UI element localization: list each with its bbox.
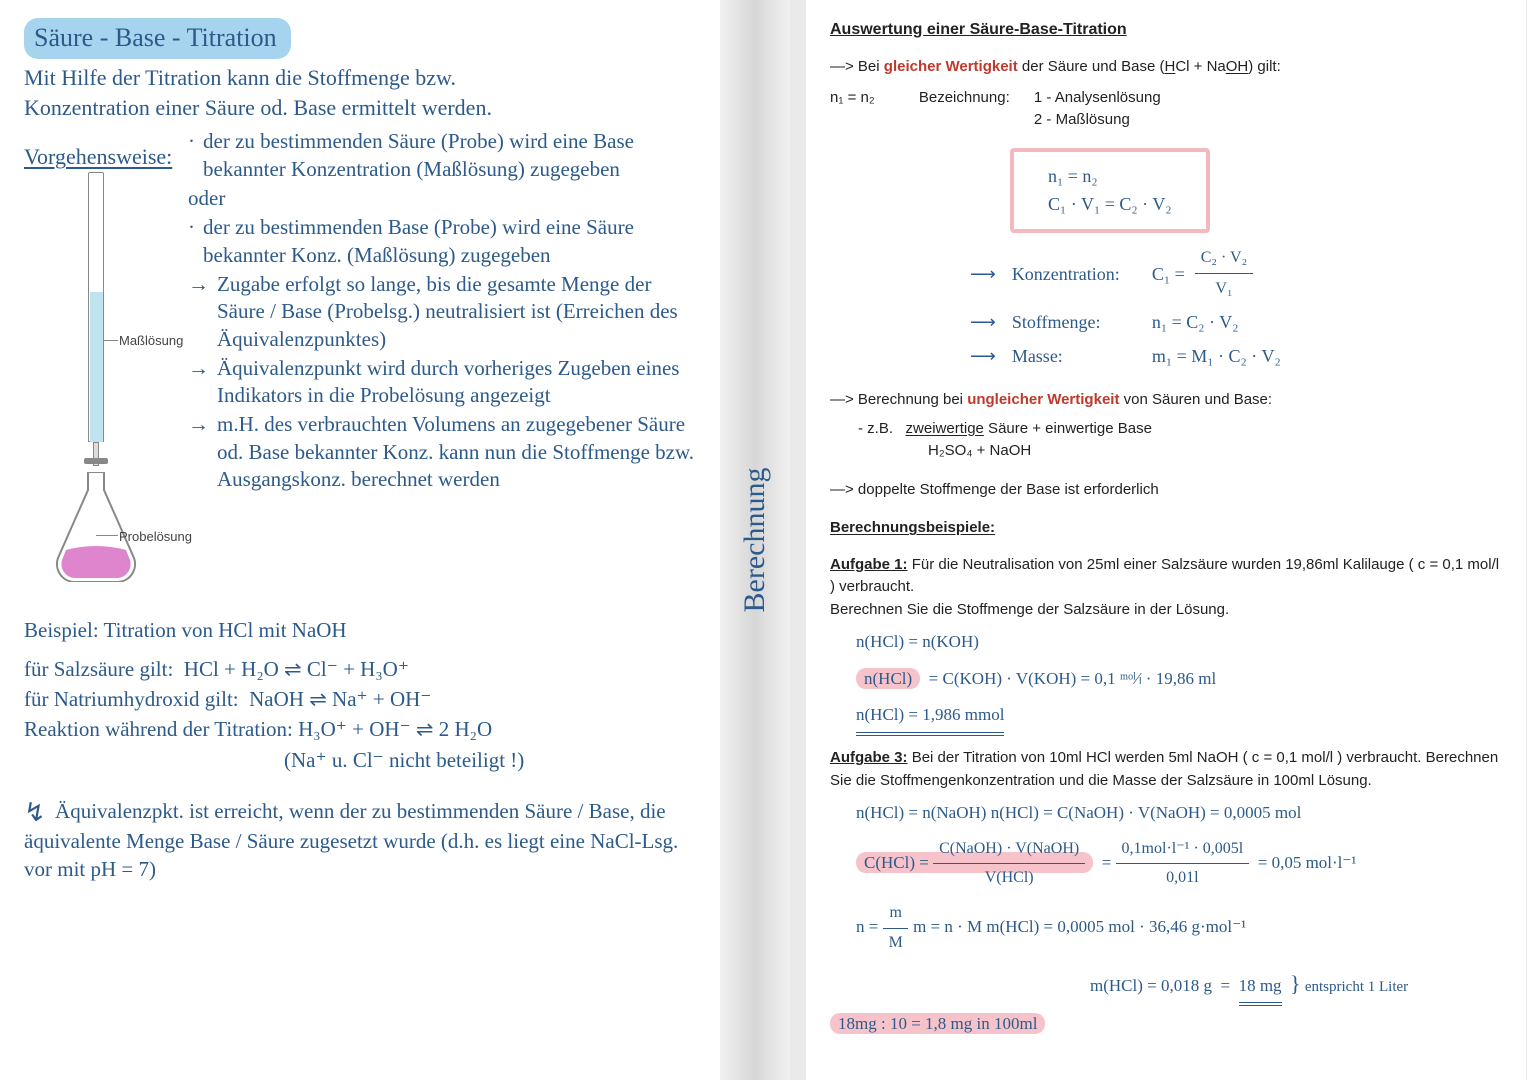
- aufgabe-3: Aufgabe 3: Bei der Titration von 10ml HC…: [830, 747, 1502, 1040]
- eq3-label: Reaktion während der Titration:: [24, 717, 293, 741]
- proc-bullet-1: der zu bestimmenden Säure (Probe) wird e…: [203, 128, 696, 183]
- a3-calc-1: n(HCl) = n(NaOH) n(HCl) = C(NaOH) · V(Na…: [856, 798, 1502, 829]
- a1-result: n(HCl) = 1,986 mmol: [856, 700, 1004, 733]
- final-note: Äquivalenzpkt. ist erreicht, wenn der zu…: [24, 799, 678, 881]
- deriv2-label: Stoffmenge:: [1012, 305, 1142, 339]
- box-line-1: n₁ = n₂: [1048, 162, 1172, 191]
- eq1: HCl + H₂O ⇌ Cl⁻ + H₃O⁺: [184, 657, 409, 681]
- examples-heading: Berechnungsbeispiele:: [830, 519, 995, 536]
- lead-3: —> doppelte Stoffmenge der Base ist erfo…: [830, 479, 1502, 502]
- example-heading: Beispiel: Titration von HCl mit NaOH: [24, 616, 696, 644]
- box-line-2: C₁ · V₁ = C₂ · V₂: [1048, 190, 1172, 219]
- bez-2: 2 - Maßlösung: [1034, 109, 1161, 132]
- eq1-label: für Salzsäure gilt:: [24, 657, 173, 681]
- procedure-text: ·der zu bestimmenden Säure (Probe) wird …: [188, 128, 696, 602]
- page-gutter: Berechnung: [720, 0, 790, 1080]
- proc-or: oder: [188, 185, 696, 212]
- bez-1: 1 - Analysenlösung: [1034, 87, 1161, 110]
- bez-label: Bezeichnung:: [919, 89, 1010, 106]
- a1-calc-1: n(HCl) = n(KOH): [856, 627, 1502, 658]
- eq2: NaOH ⇌ Na⁺ + OH⁻: [249, 687, 431, 711]
- deriv3: m₁ = M₁ · C₂ · V₂: [1152, 339, 1281, 373]
- eq3: H₃O⁺ + OH⁻ ⇌ 2 H₂O: [298, 717, 492, 741]
- proc-bullet-2: der zu bestimmenden Base (Probe) wird ei…: [203, 214, 696, 269]
- page-title: Säure - Base - Titration: [24, 18, 291, 59]
- proc-arrow-1: Zugabe erfolgt so lange, bis die gesamte…: [217, 271, 696, 353]
- proc-arrow-3: m.H. des verbrauchten Volumens an zugege…: [217, 411, 696, 493]
- lead-1: —> Bei gleicher Wertigkeit der Säure und…: [830, 56, 1502, 79]
- gutter-label: Berechnung: [738, 468, 772, 613]
- a1-calc-2-hl: n(HCl): [856, 668, 920, 689]
- intro-line-1: Mit Hilfe der Titration kann die Stoffme…: [24, 63, 696, 93]
- deriv1-label: Konzentration:: [1012, 257, 1142, 291]
- derivations: Konzentration:C₁ = C₂ · V₂V₁ Stoffmenge:…: [970, 243, 1502, 373]
- a3-final: 18mg : 10 = 1,8 mg in 100ml: [830, 1013, 1045, 1034]
- aufgabe-1: Aufgabe 1: Für die Neutralisation von 25…: [830, 554, 1502, 733]
- titration-diagram: Maßlösung Probelösung: [24, 172, 174, 602]
- lead-2: —> Berechnung bei ungleicher Wertigkeit …: [830, 389, 1502, 412]
- left-page: Säure - Base - Titration Mit Hilfe der T…: [0, 0, 720, 1080]
- n1-eq-n2: n₁ = n₂: [830, 89, 875, 106]
- diagram-label-probelsg: Probelösung: [119, 528, 192, 546]
- right-page: Auswertung einer Säure-Base-Titration —>…: [806, 0, 1526, 1080]
- procedure-heading: Vorgehensweise:: [24, 142, 172, 172]
- formula-box: n₁ = n₂ C₁ · V₁ = C₂ · V₂: [1010, 148, 1210, 234]
- lightning-icon: ↯: [24, 795, 46, 830]
- eq2-label: für Natriumhydroxid gilt:: [24, 687, 239, 711]
- right-title: Auswertung einer Säure-Base-Titration: [830, 18, 1502, 42]
- deriv3-label: Masse:: [1012, 339, 1142, 373]
- deriv2: n₁ = C₂ · V₂: [1152, 305, 1239, 339]
- intro-line-2: Konzentration einer Säure od. Base ermit…: [24, 93, 696, 123]
- eq3-note: (Na⁺ u. Cl⁻ nicht beteiligt !): [284, 746, 696, 774]
- proc-arrow-2: Äquivalenzpunkt wird durch vorheriges Zu…: [217, 355, 696, 410]
- zb-sub: H₂SO₄ + NaOH: [928, 440, 1502, 463]
- diagram-label-masslsg: Maßlösung: [119, 332, 183, 350]
